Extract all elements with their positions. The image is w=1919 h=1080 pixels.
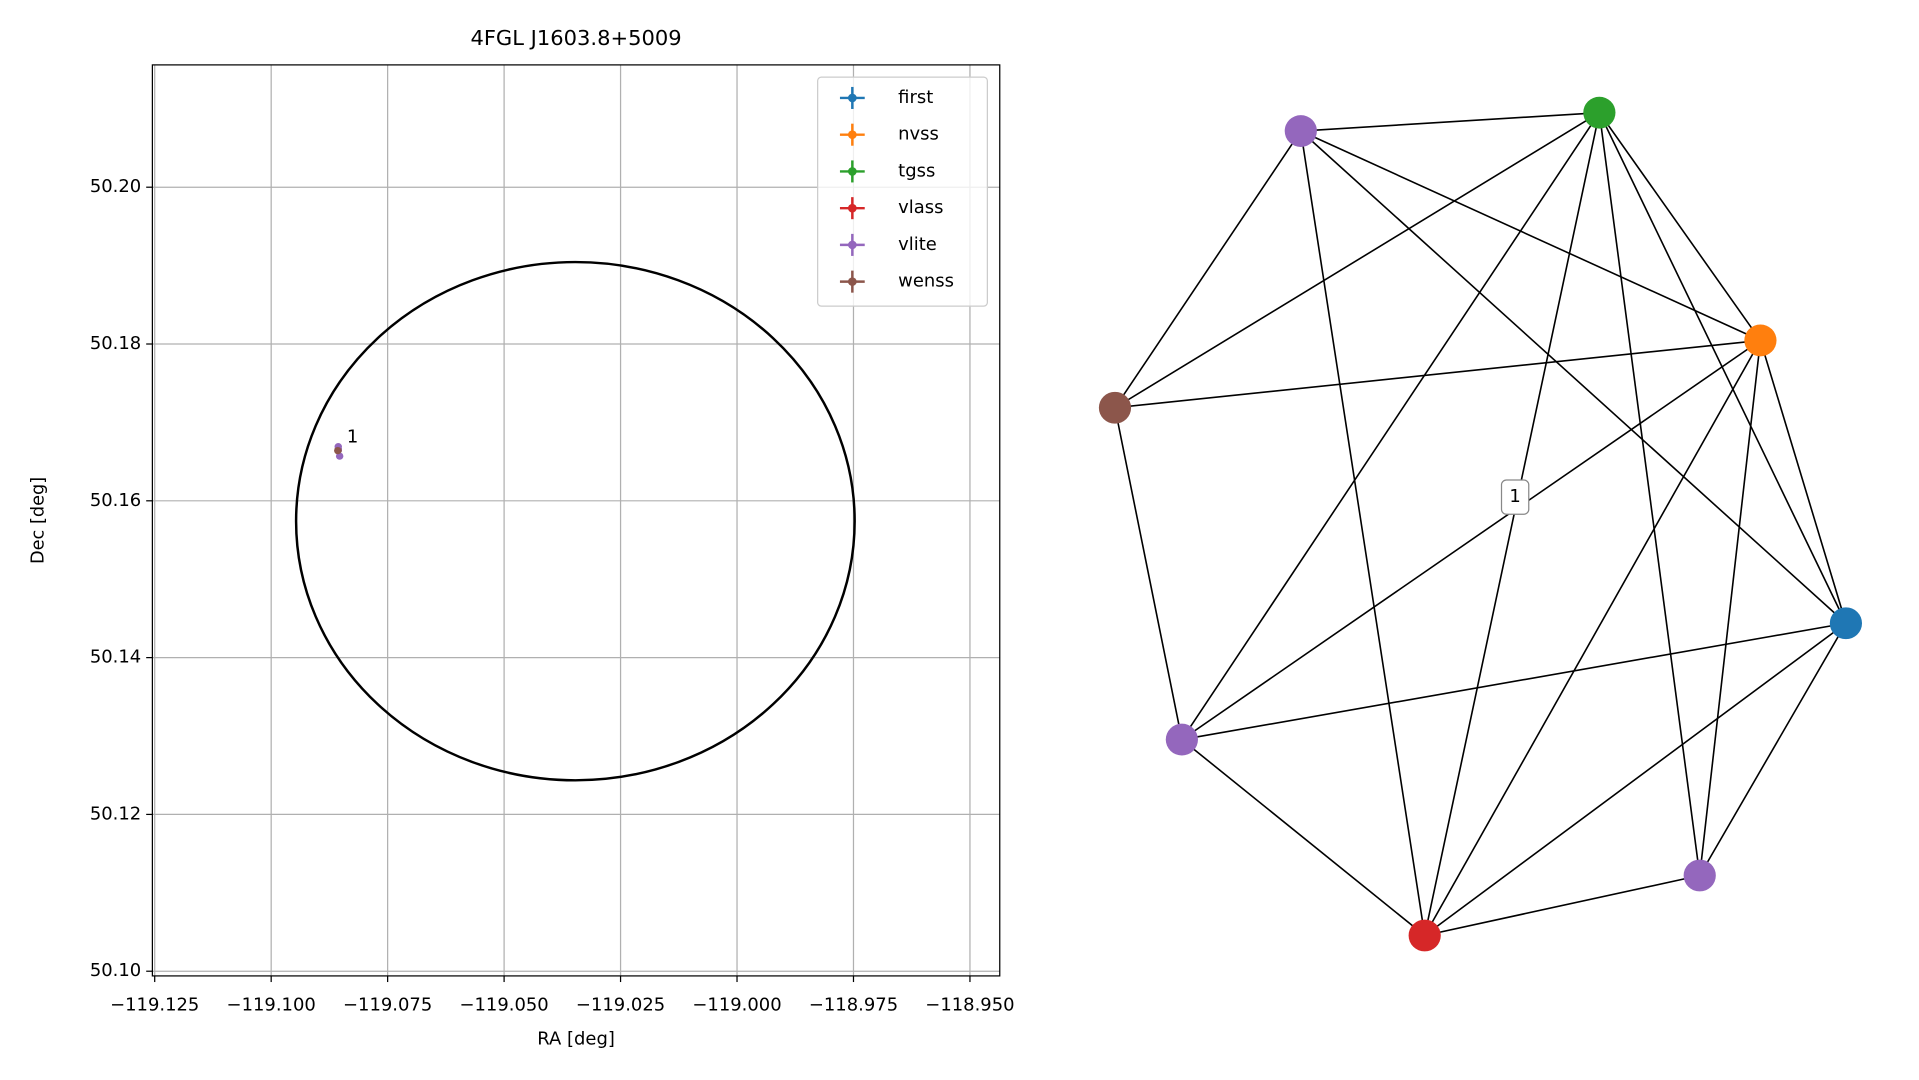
- annotation: 1: [347, 427, 358, 448]
- y-tick-label: 50.18: [90, 333, 141, 354]
- y-axis-label: Dec [deg]: [27, 477, 48, 564]
- legend-marker: [848, 203, 857, 213]
- edge: [1598, 112, 1762, 341]
- edge: [1300, 130, 1847, 624]
- legend-marker: [848, 93, 857, 103]
- node: [1744, 324, 1777, 357]
- node: [1683, 859, 1716, 892]
- node: [1098, 391, 1132, 424]
- y-tick-label: 50.12: [90, 803, 141, 824]
- group-label: 1: [1509, 486, 1520, 507]
- label-box: [1500, 479, 1530, 515]
- legend-label: nvss: [898, 124, 939, 145]
- edge: [1598, 112, 1847, 624]
- legend-label: vlass: [898, 197, 943, 218]
- source-point: [334, 446, 342, 455]
- edge: [1423, 340, 1762, 936]
- edge: [1114, 339, 1761, 409]
- legend-label: first: [898, 87, 933, 108]
- edge: [1114, 111, 1600, 409]
- edge: [1181, 339, 1761, 741]
- node: [1829, 607, 1863, 640]
- y-tick-label: 50.20: [90, 176, 141, 197]
- edge: [1598, 112, 1701, 876]
- x-tick-label: −119.125: [110, 994, 199, 1015]
- legend: first nvss tgss vlass vlite wenss: [817, 76, 988, 307]
- edge: [1300, 130, 1761, 342]
- edge: [1424, 874, 1700, 937]
- legend-marker: [848, 277, 857, 286]
- x-tick-label: −119.025: [576, 994, 665, 1015]
- node: [1165, 723, 1198, 756]
- legend-marker: [848, 240, 857, 250]
- node: [1408, 919, 1441, 952]
- node: [1583, 96, 1616, 129]
- legend-marker: [848, 130, 857, 139]
- x-tick-label: −119.075: [343, 994, 432, 1015]
- edge: [1424, 622, 1847, 937]
- x-tick-label: −119.000: [692, 994, 781, 1015]
- edge: [1181, 112, 1601, 741]
- edge: [1300, 130, 1426, 936]
- edge: [1759, 340, 1847, 624]
- y-tick-label: 50.14: [90, 647, 141, 668]
- legend-label: vlite: [898, 234, 937, 255]
- x-tick-label: −118.950: [925, 994, 1014, 1015]
- y-tick-label: 50.16: [90, 490, 141, 511]
- x-tick-label: −119.100: [227, 994, 316, 1015]
- edge: [1181, 738, 1426, 937]
- plot-frame: [151, 64, 1001, 977]
- legend-label: wenss: [898, 271, 954, 292]
- error-ellipse: [294, 260, 856, 782]
- edge: [1114, 407, 1183, 740]
- node: [1284, 115, 1317, 147]
- chart-title: 4FGL J1603.8+5009: [470, 26, 681, 50]
- edge: [1114, 130, 1302, 409]
- edge: [1423, 112, 1601, 936]
- legend-label: tgss: [898, 160, 935, 181]
- legend-marker: [848, 167, 857, 176]
- x-tick-label: −118.975: [809, 994, 898, 1015]
- edge: [1181, 622, 1847, 741]
- edge: [1699, 622, 1847, 876]
- y-tick-label: 50.10: [90, 960, 141, 981]
- x-axis-label: RA [deg]: [537, 1029, 615, 1050]
- edge: [1300, 111, 1600, 132]
- x-tick-label: −119.050: [459, 994, 548, 1015]
- edge: [1698, 340, 1762, 876]
